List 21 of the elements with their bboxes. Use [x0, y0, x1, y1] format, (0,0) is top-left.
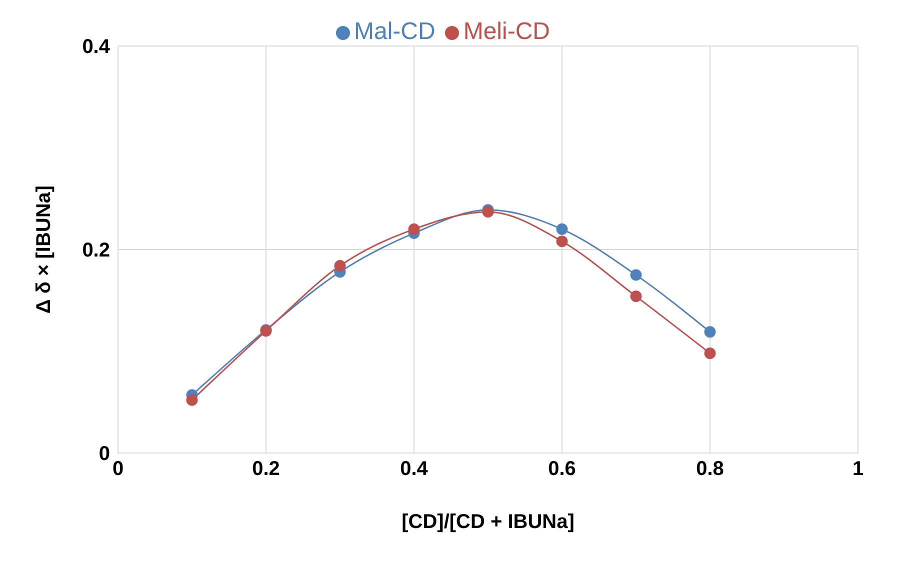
point — [186, 394, 198, 406]
point — [408, 223, 420, 235]
y-tick-label: 0.2 — [82, 240, 110, 262]
x-tick-label: 0.6 — [548, 458, 576, 480]
y-tick-label: 0.4 — [82, 36, 111, 58]
point — [334, 260, 346, 272]
y-tick-label: 0 — [98, 443, 110, 466]
point — [630, 269, 642, 281]
x-tick-label: 0.2 — [252, 458, 280, 480]
x-tick-label: 0.4 — [400, 458, 429, 480]
y-axis-title: Δ δ × [IBUNa] — [33, 185, 56, 314]
legend-label: Mal-CD — [354, 18, 436, 45]
point — [704, 326, 716, 338]
point — [704, 348, 716, 360]
x-tick-label: 1 — [852, 458, 864, 480]
x-axis-title: [CD]/[CD + IBUNa] — [402, 511, 574, 533]
legend-label: Meli-CD — [463, 18, 550, 45]
point — [556, 236, 568, 248]
point — [556, 223, 568, 235]
point — [630, 290, 642, 302]
x-tick-label: 0.8 — [696, 458, 724, 480]
